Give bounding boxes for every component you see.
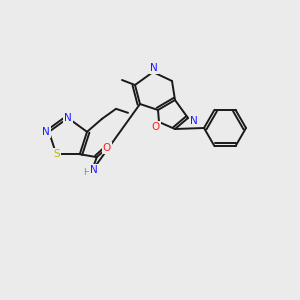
Text: N: N xyxy=(90,165,98,175)
Text: N: N xyxy=(150,63,158,73)
Text: S: S xyxy=(53,149,60,159)
Text: O: O xyxy=(103,143,111,153)
Text: O: O xyxy=(152,122,160,132)
Text: N: N xyxy=(64,113,72,123)
Text: H: H xyxy=(83,168,90,177)
Text: N: N xyxy=(42,127,50,137)
Text: N: N xyxy=(190,116,198,126)
